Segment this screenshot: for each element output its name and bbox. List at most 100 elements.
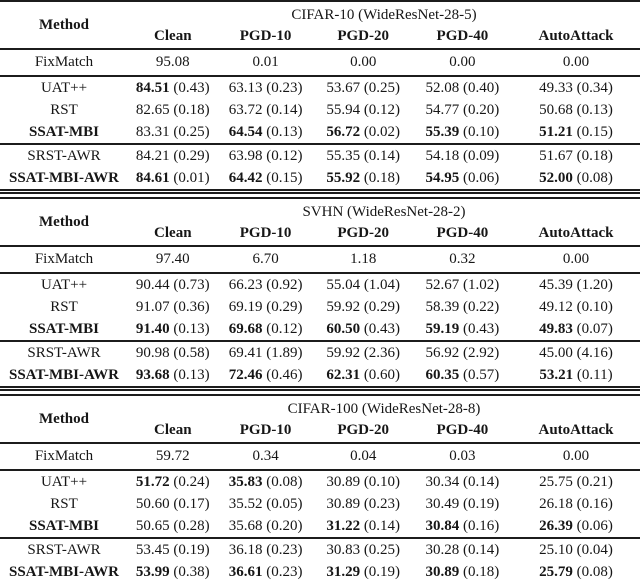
metric-value: 55.39 [425, 123, 460, 140]
metric-value: 53.67 [326, 79, 361, 96]
metric-cell: 55.35 (0.14) [313, 143, 413, 167]
metric-value: 0.32 [449, 251, 476, 267]
metric-value: 26.18 [539, 495, 573, 512]
table-row: UAT++ 90.44 (0.73) 66.23 (0.92) 55.04 (1.04… [0, 272, 640, 296]
metric-std: (0.43) [360, 320, 401, 337]
metric-cell: 84.61 (0.01) [128, 167, 218, 192]
metric-cell: 49.83 (0.07) [512, 318, 640, 341]
method-cell: FixMatch [34, 54, 94, 70]
metric-value: 31.29 [326, 563, 361, 580]
metric-value: 1.18 [350, 251, 377, 267]
metric-std: (0.21) [572, 473, 613, 490]
metric-std: (0.16) [459, 517, 500, 534]
metric-value: 83.31 [135, 123, 170, 140]
metric-cell: 63.72 (0.14) [218, 99, 314, 121]
metric-std: (0.08) [572, 169, 613, 186]
metric-std: (2.92) [459, 344, 500, 361]
column-header-pgd20: PGD-20 [313, 221, 413, 247]
method-cell: SSAT-MBI-AWR [8, 169, 120, 186]
method-cell: SSAT-MBI [28, 320, 100, 337]
metric-value: 84.51 [135, 79, 170, 96]
metric-cell: 0.04 [314, 443, 413, 470]
metric-cell: 0.01 [218, 49, 314, 76]
metric-std: (0.12) [262, 320, 303, 337]
metric-value: 35.68 [228, 517, 263, 534]
metric-cell: 54.18 (0.09) [412, 143, 512, 167]
metric-cell: 35.83 (0.08) [217, 469, 314, 493]
metric-cell: 49.12 (0.10) [512, 296, 640, 318]
column-header-autoattack: AutoAttack [511, 221, 640, 247]
metric-cell: 52.67 (1.02) [412, 272, 512, 296]
dataset-header: SVHN (WideResNet-28-2) [302, 204, 466, 220]
metric-cell: 54.95 (0.06) [413, 167, 512, 192]
metric-std: (0.92) [262, 276, 303, 293]
metric-value: 0.00 [562, 448, 590, 464]
metric-cell: 35.52 (0.05) [218, 493, 314, 515]
metric-value: 64.42 [228, 169, 263, 186]
metric-value: 54.18 [425, 147, 460, 164]
table-row: SRST-AWR 84.21 (0.29) 63.98 (0.12) 55.35 (0… [0, 143, 640, 167]
table-row: SRST-AWR 53.45 (0.19) 36.18 (0.23) 30.83 (0… [0, 537, 640, 561]
metric-std: (0.23) [262, 541, 303, 558]
metric-value: 62.31 [326, 366, 361, 383]
metric-value: 84.61 [135, 169, 170, 186]
metric-cell: 91.07 (0.36) [128, 296, 218, 318]
metric-cell: 26.39 (0.06) [512, 515, 640, 538]
metric-cell: 63.13 (0.23) [217, 75, 314, 99]
metric-cell: 83.31 (0.25) [128, 121, 218, 144]
method-cell: UAT++ [0, 75, 128, 99]
metric-cell: 36.61 (0.23) [218, 561, 314, 582]
table-row: FixMatch 95.08 0.01 0.00 0.00 0.00 [0, 49, 640, 76]
metric-cell: 72.46 (0.46) [218, 364, 314, 389]
method-cell: SRST-AWR [0, 143, 128, 167]
metric-value: 50.60 [135, 495, 170, 512]
metric-cell: 30.28 (0.14) [412, 537, 512, 561]
metric-std: (0.29) [262, 298, 303, 315]
metric-cell: 64.54 (0.13) [218, 121, 314, 144]
metric-value: 0.00 [449, 54, 476, 70]
metric-std: (0.06) [572, 517, 613, 534]
metric-std: (0.43) [169, 79, 210, 96]
metric-value: 49.12 [539, 298, 573, 315]
metric-value: 36.61 [228, 563, 263, 580]
metric-value: 66.23 [228, 276, 263, 293]
method-cell: FixMatch [34, 251, 94, 267]
metric-cell: 25.10 (0.04) [511, 537, 640, 561]
metric-value: 55.35 [326, 147, 361, 164]
method-cell: RST [50, 298, 78, 315]
metric-std: (0.23) [360, 495, 401, 512]
metric-cell: 63.98 (0.12) [217, 143, 314, 167]
metric-std: (0.02) [360, 123, 401, 140]
method-cell: RST [50, 101, 78, 118]
metric-value: 97.40 [155, 251, 190, 267]
metric-value: 52.00 [539, 169, 573, 186]
table-row: UAT++ 84.51 (0.43) 63.13 (0.23) 53.67 (0.25… [0, 75, 640, 99]
results-table-cifar10: Method CIFAR-10 (WideResNet-28-5) Clean … [0, 0, 640, 194]
metric-cell: 59.92 (0.29) [314, 296, 413, 318]
metric-value: 30.89 [326, 495, 361, 512]
method-cell: RST [50, 495, 78, 512]
metric-cell: 50.68 (0.13) [512, 99, 640, 121]
metric-std: (0.14) [360, 517, 401, 534]
metric-std: (0.18) [572, 147, 613, 164]
metric-cell: 0.00 [512, 49, 640, 76]
metric-cell: 53.67 (0.25) [313, 75, 413, 99]
metric-cell: 54.77 (0.20) [413, 99, 512, 121]
metric-value: 45.39 [539, 276, 573, 293]
metric-std: (1.04) [360, 276, 401, 293]
table-row: SSAT-MBI 83.31 (0.25) 64.54 (0.13) 56.72 (0… [0, 121, 640, 144]
metric-cell: 30.84 (0.16) [413, 515, 512, 538]
column-header-pgd10: PGD-10 [217, 418, 314, 444]
metric-cell: 60.50 (0.43) [314, 318, 413, 341]
column-header-clean: Clean [128, 221, 218, 247]
metric-std: (0.06) [459, 169, 500, 186]
method-cell: SSAT-MBI [28, 123, 100, 140]
metric-std: (0.23) [262, 563, 303, 580]
column-header-pgd40: PGD-40 [412, 418, 512, 444]
table-row: RST 82.65 (0.18) 63.72 (0.14) 55.94 (0.12) 5… [0, 99, 640, 121]
metric-std: (0.20) [459, 101, 500, 118]
metric-cell: 55.04 (1.04) [313, 272, 413, 296]
metric-cell: 0.00 [512, 443, 640, 470]
metric-std: (0.29) [360, 298, 401, 315]
metric-cell: 56.92 (2.92) [412, 340, 512, 364]
